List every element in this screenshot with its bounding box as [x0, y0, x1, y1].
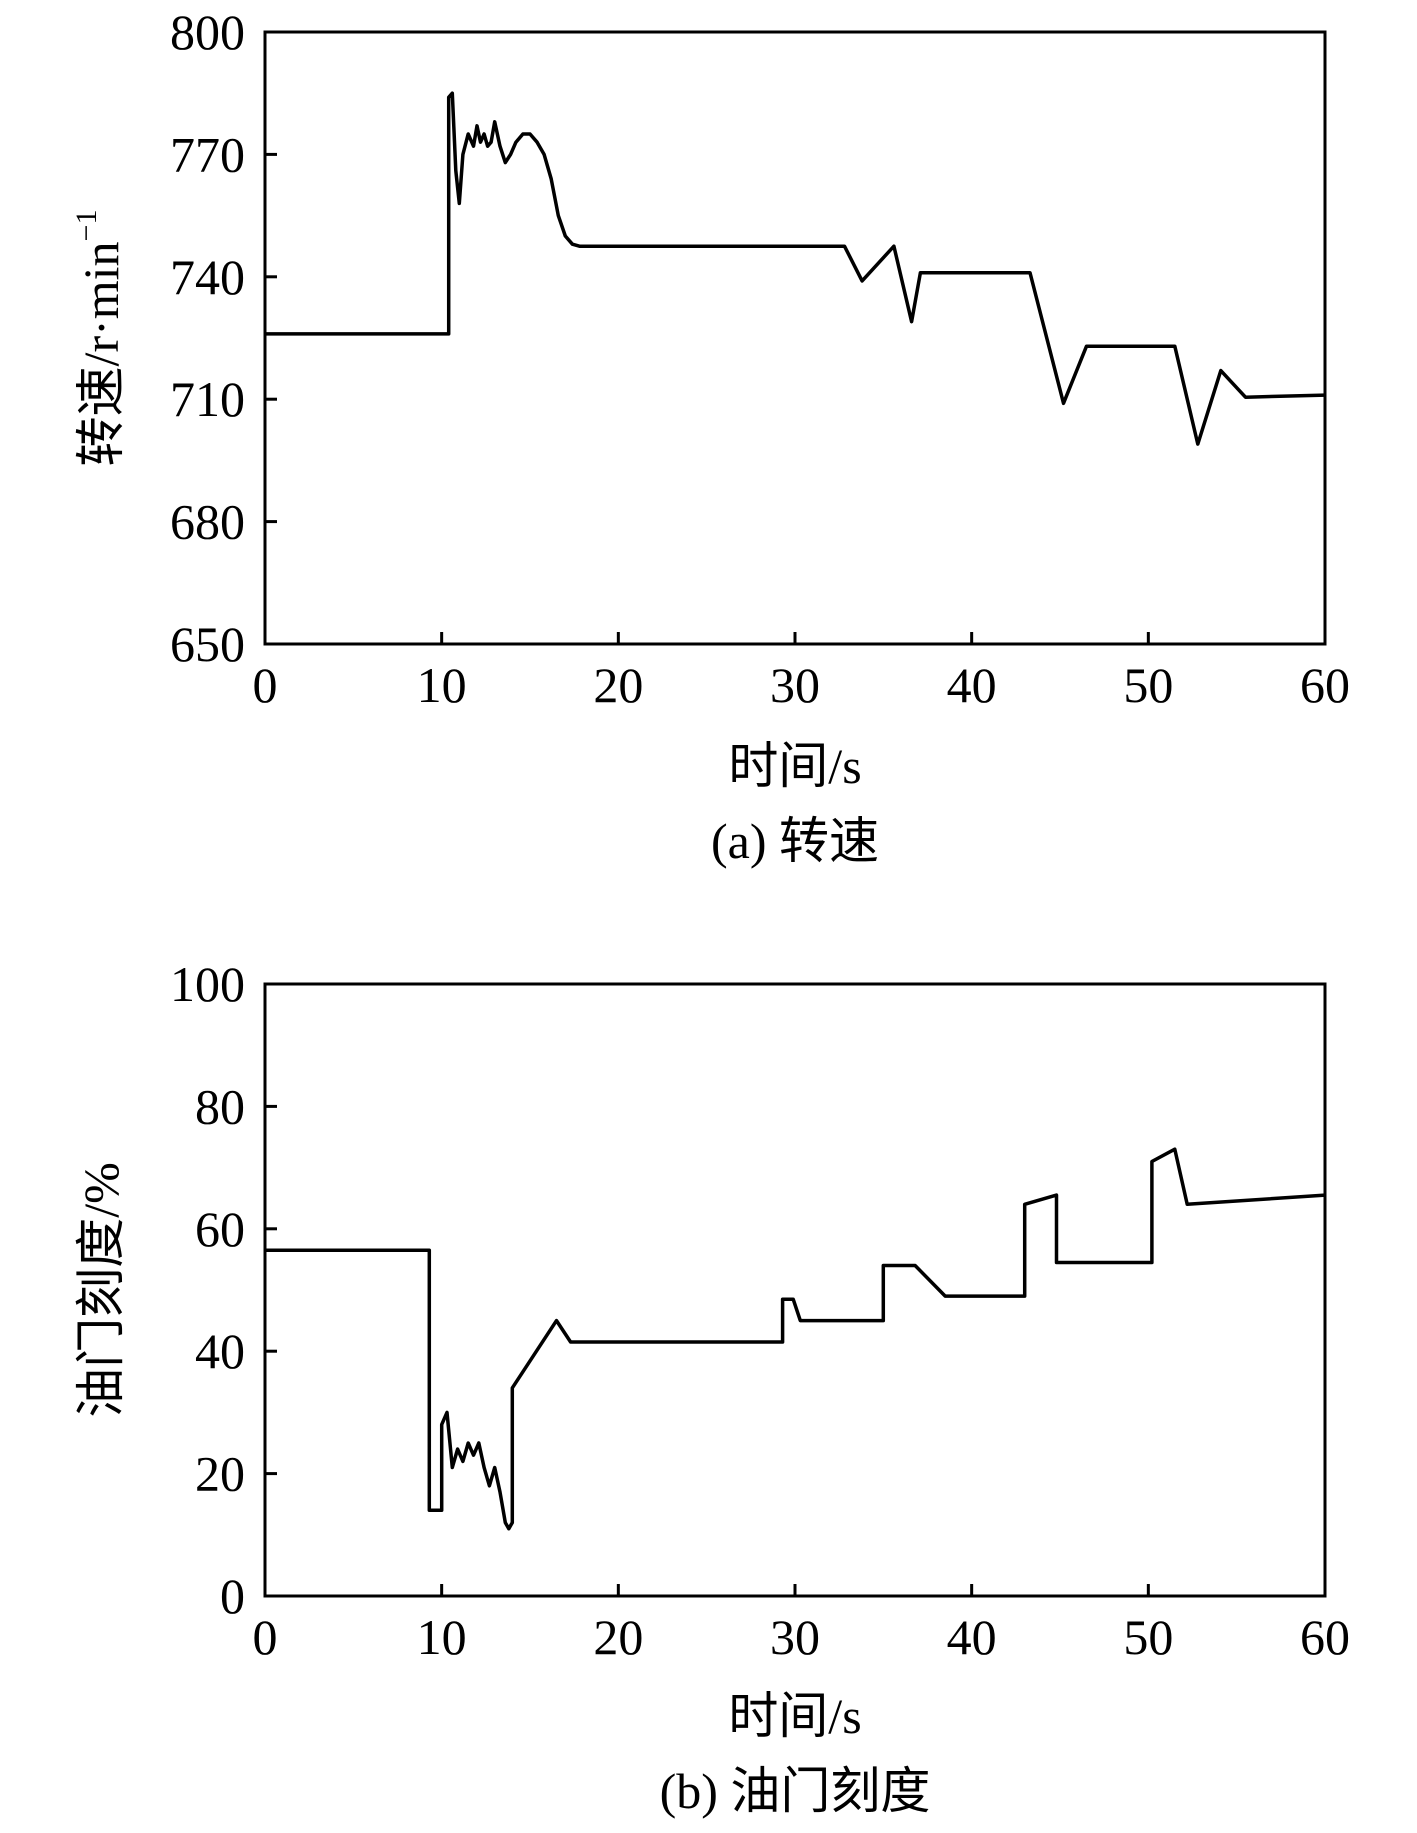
chart-b-series-line: [265, 1147, 1326, 1531]
chart-a-caption: (a) 转速: [711, 813, 879, 869]
chart-b: 0 10 20 30 40 50 60 0 20 40 60 80 100 时间/s 油门刻度/% (…: [73, 956, 1350, 1819]
chart-a-y-axis-title-main: 转速/r·min: [73, 241, 129, 466]
chart-b-y-tick-label: 0: [220, 1568, 245, 1624]
chart-b-x-tick-label: 10: [417, 1609, 467, 1665]
chart-b-caption: (b) 油门刻度: [660, 1763, 931, 1819]
chart-a-x-tick-label: 10: [417, 657, 467, 713]
chart-a-x-axis-title: 时间/s: [728, 738, 861, 794]
chart-b-y-tick-label: 80: [195, 1078, 245, 1134]
chart-b-x-tick-label: 0: [253, 1609, 278, 1665]
chart-b-x-tick-label: 40: [947, 1609, 997, 1665]
chart-a: 0 10 20 30 40 50 60 650 680 710 740 770 800 时间/s 转速…: [70, 4, 1350, 869]
chart-a-y-tick-label: 680: [170, 494, 245, 550]
chart-a-x-tick-label: 40: [947, 657, 997, 713]
chart-b-y-tick-label: 60: [195, 1201, 245, 1257]
chart-b-x-tick-label: 60: [1300, 1609, 1350, 1665]
chart-a-y-tick-label: 740: [170, 249, 245, 305]
chart-b-y-tick-label: 20: [195, 1446, 245, 1502]
chart-b-y-tick-label: 40: [195, 1323, 245, 1379]
chart-b-x-ticks: 0 10 20 30 40 50 60: [253, 1584, 1350, 1665]
chart-a-x-ticks: 0 10 20 30 40 50 60: [253, 632, 1350, 713]
chart-a-y-tick-label: 710: [170, 371, 245, 427]
chart-b-x-axis-title: 时间/s: [728, 1688, 861, 1744]
chart-a-x-tick-label: 0: [253, 657, 278, 713]
chart-b-plot-frame: [263, 982, 1327, 1598]
chart-a-y-ticks: 650 680 710 740 770 800: [170, 4, 277, 672]
chart-a-x-tick-label: 60: [1300, 657, 1350, 713]
chart-b-y-axis-title: 油门刻度/%: [73, 1162, 129, 1418]
chart-a-plot-frame: [263, 30, 1327, 646]
chart-a-x-tick-label: 30: [770, 657, 820, 713]
chart-b-x-tick-label: 30: [770, 1609, 820, 1665]
chart-a-x-tick-label: 20: [593, 657, 643, 713]
chart-a-x-tick-label: 50: [1123, 657, 1173, 713]
chart-b-y-ticks: 0 20 40 60 80 100: [170, 956, 277, 1624]
chart-a-y-axis-title: 转速/r·min−1: [70, 210, 129, 467]
chart-b-y-tick-label: 100: [170, 956, 245, 1012]
chart-a-y-tick-label: 800: [170, 4, 245, 60]
chart-a-y-tick-label: 770: [170, 126, 245, 182]
chart-b-x-tick-label: 50: [1123, 1609, 1173, 1665]
chart-a-y-axis-title-sup: −1: [70, 210, 103, 242]
chart-a-series-line: [265, 91, 1326, 446]
chart-a-y-tick-label: 650: [170, 616, 245, 672]
chart-b-x-tick-label: 20: [593, 1609, 643, 1665]
